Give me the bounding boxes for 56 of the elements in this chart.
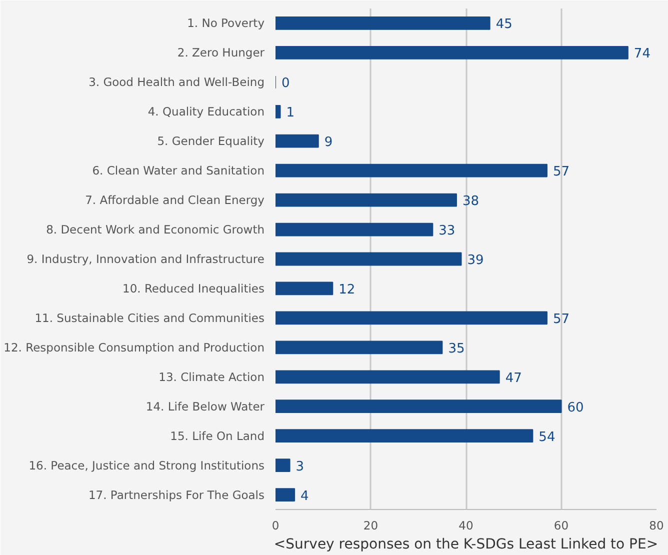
y-tick-label: 8. Decent Work and Economic Growth (46, 222, 265, 237)
bar (276, 400, 562, 414)
x-axis-title: <Survey responses on the K-SDGs Least Linked to PE> (274, 536, 658, 552)
data-label: 57 (552, 312, 570, 327)
data-label: 54 (538, 430, 556, 445)
y-tick-label: 6. Clean Water and Sanitation (92, 164, 265, 178)
bar (276, 164, 548, 178)
x-tick-label: 20 (363, 518, 378, 532)
y-tick-label: 7. Affordable and Clean Energy (85, 193, 265, 208)
y-tick-label: 11. Sustainable Cities and Communities (34, 310, 265, 325)
y-tick-label: 4. Quality Education (148, 104, 265, 119)
bar (276, 488, 296, 502)
y-tick-label: 3. Good Health and Well-Being (88, 75, 265, 90)
y-tick-label: 17. Partnerships For The Goals (88, 488, 265, 502)
bar (276, 46, 628, 60)
data-label: 35 (448, 341, 465, 356)
data-label: 0 (282, 76, 290, 92)
data-label: 38 (462, 194, 480, 210)
y-tick-label: 16. Peace, Justice and Strong Institutions (28, 458, 265, 472)
data-label: 1 (286, 106, 295, 121)
y-tick-label: 13. Climate Action (158, 370, 265, 384)
data-label: 12 (338, 282, 356, 298)
bar (276, 252, 462, 266)
data-label: 9 (324, 135, 333, 150)
y-tick-label: 1. No Poverty (187, 16, 265, 30)
data-label: 45 (496, 17, 512, 32)
bar (276, 222, 434, 236)
y-tick-label: 9. Industry, Innovation and Infrastructure (26, 252, 265, 266)
data-label: 33 (438, 224, 456, 239)
data-label: 3 (296, 459, 304, 474)
bar (276, 429, 534, 443)
bar (276, 282, 334, 296)
y-tick-label: 10. Reduced Inequalities (122, 281, 265, 296)
bar (276, 458, 290, 472)
y-tick-label: 2. Zero Hunger (177, 46, 265, 60)
x-tick-label: 60 (554, 518, 569, 532)
x-tick-label: 80 (649, 518, 664, 532)
data-label: 74 (634, 46, 650, 62)
bar (276, 340, 443, 354)
y-tick-label: 12. Responsible Consumption and Production (4, 340, 265, 354)
data-label: 60 (567, 400, 584, 416)
data-label: 57 (552, 164, 570, 180)
bar (276, 311, 548, 325)
x-tick-label: 40 (458, 518, 474, 532)
bar (276, 134, 319, 148)
data-label: 47 (505, 370, 522, 386)
y-tick-label: 14. Life Below Water (146, 399, 265, 414)
data-label: 4 (300, 488, 309, 504)
bar (276, 193, 457, 207)
bar (276, 104, 281, 118)
y-tick-label: 5. Gender Equality (157, 134, 265, 148)
bar (276, 16, 490, 30)
bar (276, 370, 500, 384)
data-label: 39 (467, 253, 484, 268)
y-tick-label: 15. Life On Land (170, 428, 265, 443)
x-tick-label: 0 (272, 518, 280, 532)
